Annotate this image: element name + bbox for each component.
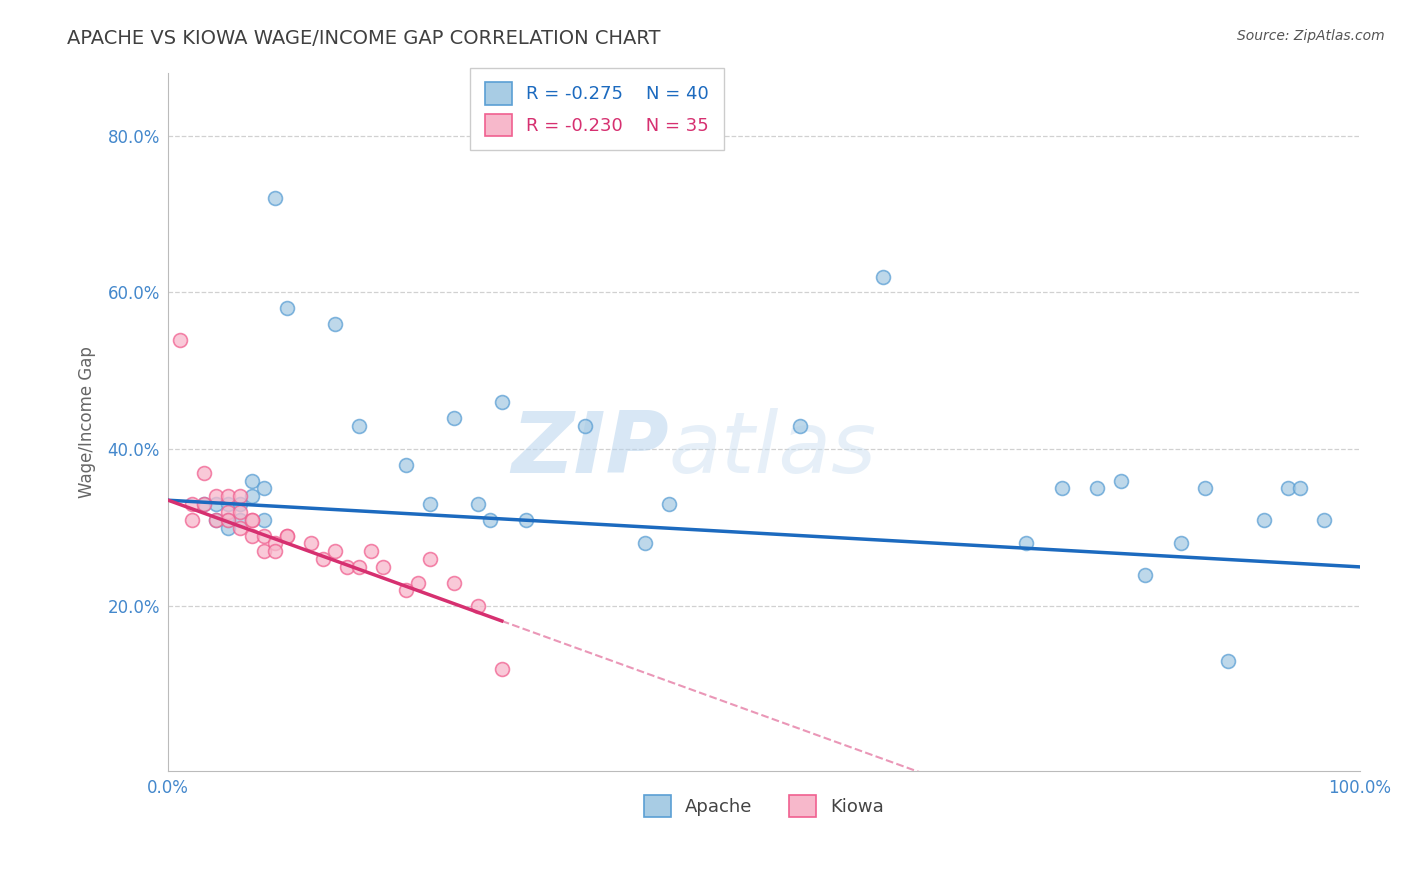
Point — [217, 489, 239, 503]
Point — [1194, 482, 1216, 496]
Point — [264, 544, 287, 558]
Point — [205, 513, 228, 527]
Point — [299, 536, 322, 550]
Point — [228, 497, 250, 511]
Point — [574, 418, 596, 433]
Legend: Apache, Kiowa: Apache, Kiowa — [637, 788, 891, 824]
Point — [276, 528, 298, 542]
Point — [1050, 482, 1073, 496]
Point — [252, 528, 274, 542]
Point — [478, 513, 501, 527]
Point — [252, 544, 274, 558]
Point — [276, 528, 298, 542]
Point — [217, 513, 239, 527]
Point — [240, 489, 263, 503]
Point — [1277, 482, 1299, 496]
Point — [205, 489, 228, 503]
Point — [1170, 536, 1192, 550]
Point — [658, 497, 681, 511]
Point — [443, 575, 465, 590]
Point — [240, 513, 263, 527]
Point — [347, 560, 370, 574]
Point — [1253, 513, 1275, 527]
Point — [240, 513, 263, 527]
Point — [1109, 474, 1132, 488]
Text: atlas: atlas — [669, 409, 876, 491]
Point — [634, 536, 657, 550]
Point — [395, 583, 418, 598]
Point — [228, 521, 250, 535]
Point — [228, 489, 250, 503]
Point — [395, 458, 418, 472]
Point — [1015, 536, 1038, 550]
Point — [467, 497, 489, 511]
Point — [228, 505, 250, 519]
Point — [276, 301, 298, 315]
Point — [323, 544, 346, 558]
Point — [491, 662, 513, 676]
Y-axis label: Wage/Income Gap: Wage/Income Gap — [79, 346, 96, 498]
Point — [217, 521, 239, 535]
Point — [205, 497, 228, 511]
Point — [1087, 482, 1109, 496]
Point — [169, 333, 191, 347]
Point — [419, 497, 441, 511]
Point — [515, 513, 537, 527]
Point — [336, 560, 359, 574]
Point — [193, 466, 215, 480]
Text: Source: ZipAtlas.com: Source: ZipAtlas.com — [1237, 29, 1385, 44]
Point — [264, 536, 287, 550]
Point — [252, 482, 274, 496]
Point — [419, 552, 441, 566]
Point — [360, 544, 382, 558]
Text: APACHE VS KIOWA WAGE/INCOME GAP CORRELATION CHART: APACHE VS KIOWA WAGE/INCOME GAP CORRELAT… — [67, 29, 661, 48]
Point — [228, 513, 250, 527]
Point — [193, 497, 215, 511]
Point — [1133, 567, 1156, 582]
Point — [240, 528, 263, 542]
Point — [789, 418, 811, 433]
Point — [252, 513, 274, 527]
Point — [323, 317, 346, 331]
Point — [217, 513, 239, 527]
Point — [240, 474, 263, 488]
Point — [1218, 654, 1240, 668]
Point — [347, 418, 370, 433]
Point — [181, 513, 204, 527]
Point — [217, 497, 239, 511]
Point — [1289, 482, 1312, 496]
Point — [872, 269, 894, 284]
Point — [408, 575, 430, 590]
Point — [491, 395, 513, 409]
Point — [217, 505, 239, 519]
Point — [181, 497, 204, 511]
Point — [467, 599, 489, 613]
Point — [264, 191, 287, 205]
Text: ZIP: ZIP — [510, 409, 669, 491]
Point — [193, 497, 215, 511]
Point — [205, 513, 228, 527]
Point — [371, 560, 394, 574]
Point — [1313, 513, 1336, 527]
Point — [312, 552, 335, 566]
Point — [443, 411, 465, 425]
